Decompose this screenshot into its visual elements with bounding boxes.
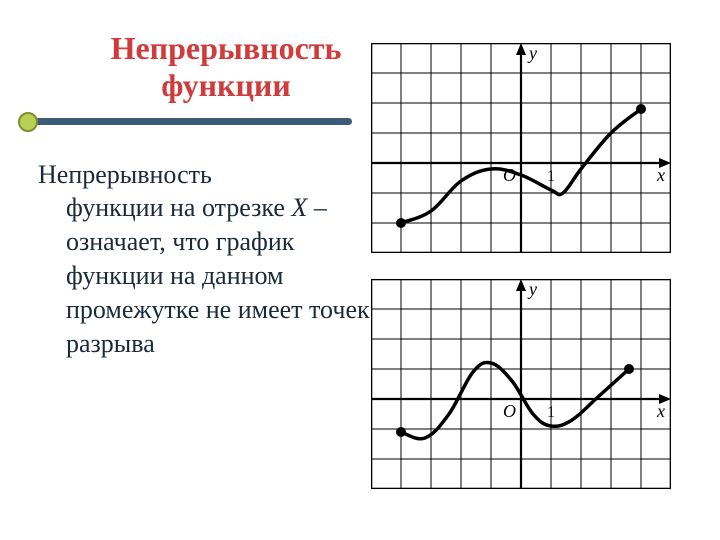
title-underline: [32, 114, 372, 136]
body-rest: функции на отрезке: [66, 193, 285, 222]
chart-bottom: y x O 1: [370, 278, 690, 490]
svg-text:1: 1: [547, 168, 555, 185]
body-lead: Непрерывность: [38, 160, 212, 189]
charts-column: y x O 1 y x O 1: [370, 42, 692, 490]
slide-title: Непрерывность функции: [56, 30, 396, 104]
svg-text:O: O: [503, 165, 516, 185]
bullet-icon: [18, 112, 38, 132]
body-indent: функции на отрезке X – означает, что гра…: [38, 191, 378, 360]
chart-svg-1: y x O 1: [371, 43, 671, 253]
svg-text:y: y: [527, 43, 537, 63]
body-text: Непрерывность функции на отрезке X – озн…: [38, 158, 378, 361]
svg-text:O: O: [503, 401, 516, 421]
chart-top: y x O 1: [370, 42, 690, 254]
svg-text:y: y: [527, 279, 537, 299]
body-var: X: [291, 193, 307, 222]
svg-text:1: 1: [547, 404, 555, 421]
svg-text:x: x: [656, 401, 665, 421]
underline-bar: [32, 118, 352, 125]
slide: Непрерывность функции Непрерывность функ…: [0, 0, 720, 540]
svg-text:x: x: [656, 165, 665, 185]
chart-svg-2: y x O 1: [371, 279, 671, 489]
